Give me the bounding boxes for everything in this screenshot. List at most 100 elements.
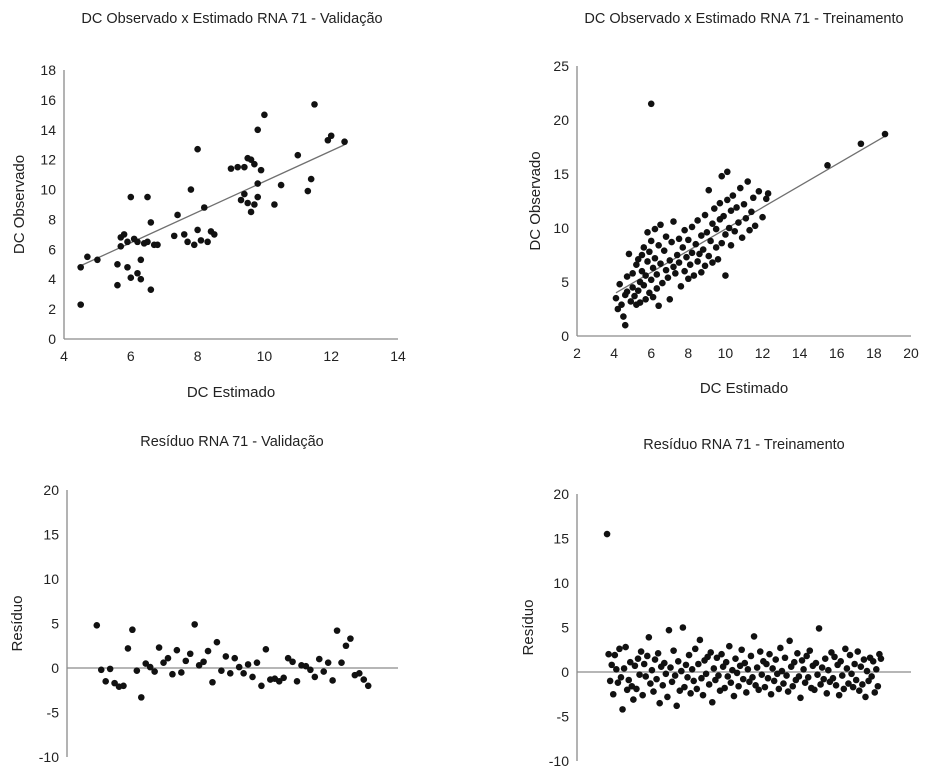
residual-point — [93, 621, 101, 629]
data-point — [712, 225, 720, 233]
data-point — [134, 269, 141, 277]
residual-point — [654, 650, 662, 657]
residual-point — [804, 674, 812, 681]
data-point — [709, 220, 716, 227]
data-point — [625, 250, 633, 258]
residual-point — [342, 642, 350, 650]
data-point — [257, 166, 265, 174]
data-point — [688, 223, 696, 231]
data-point — [247, 208, 255, 216]
residual-point — [780, 680, 787, 687]
residual-point — [778, 667, 786, 675]
residual-point — [842, 645, 849, 653]
data-point — [727, 241, 735, 249]
data-point — [620, 313, 627, 320]
x-tick-label: 18 — [866, 345, 882, 361]
data-point — [144, 193, 151, 201]
residual-point — [667, 664, 674, 671]
residual-point — [625, 676, 633, 684]
y-tick-label: 10 — [40, 182, 56, 198]
data-point — [621, 321, 629, 329]
y-tick-label: 5 — [561, 620, 569, 636]
data-point — [277, 181, 285, 189]
residual-point — [775, 685, 783, 693]
residual-point — [795, 673, 803, 680]
data-point — [722, 272, 729, 279]
residual-point — [739, 675, 747, 683]
residual-point — [191, 621, 198, 628]
data-point — [117, 243, 125, 250]
y-tick-label: 6 — [48, 241, 56, 257]
data-point — [612, 294, 620, 302]
data-point — [616, 280, 623, 288]
data-point — [647, 100, 655, 108]
residual-point — [647, 680, 654, 687]
residual-point — [857, 663, 865, 670]
y-axis-label: Resíduo — [520, 600, 537, 656]
y-tick-label: 20 — [553, 112, 569, 128]
residual-point — [693, 685, 701, 693]
residual-point — [311, 673, 319, 681]
data-point — [675, 235, 683, 243]
data-point — [703, 229, 711, 236]
data-point — [644, 229, 651, 236]
data-point — [244, 199, 251, 207]
data-point — [640, 281, 648, 289]
data-point — [724, 196, 731, 204]
residual-point — [872, 666, 880, 673]
residual-point — [661, 659, 668, 667]
data-point — [254, 193, 262, 201]
residual-point — [320, 668, 328, 675]
residual-point — [859, 681, 866, 688]
data-point — [733, 204, 740, 211]
residual-point — [690, 677, 698, 685]
data-point — [740, 200, 748, 208]
y-tick-label: 5 — [51, 616, 59, 632]
data-point — [716, 199, 724, 207]
y-tick-label: 10 — [43, 571, 59, 587]
residual-point — [124, 645, 132, 652]
data-point — [623, 273, 631, 280]
residual-point — [253, 659, 261, 666]
residual-point — [653, 675, 660, 683]
data-point — [77, 301, 84, 308]
residual-point — [869, 658, 877, 665]
residual-point — [643, 652, 651, 660]
residual-point — [695, 660, 702, 668]
residual-point — [665, 626, 673, 634]
residual-point — [142, 660, 150, 667]
residual-point — [630, 696, 637, 703]
residual-point — [761, 683, 769, 691]
residual-point — [360, 676, 368, 683]
residual-point — [204, 647, 212, 655]
residual-point — [708, 698, 716, 706]
data-point — [683, 253, 690, 261]
data-point — [187, 186, 195, 193]
data-point — [634, 287, 642, 294]
residual-point — [155, 644, 163, 651]
x-tick-label: 2 — [573, 345, 581, 361]
data-point — [749, 194, 757, 202]
data-point — [94, 256, 101, 264]
x-tick-label: 12 — [323, 348, 339, 364]
residual-point — [679, 624, 687, 631]
data-point — [651, 225, 659, 233]
residual-point — [849, 683, 857, 691]
data-point — [729, 192, 737, 199]
data-point — [759, 213, 766, 221]
data-point — [677, 283, 685, 290]
residual-point — [789, 682, 797, 690]
data-point — [655, 241, 662, 249]
data-point — [696, 250, 703, 258]
chart-title: DC Observado x Estimado RNA 71 - Validaç… — [81, 11, 382, 27]
x-tick-label: 20 — [903, 345, 919, 361]
residual-point — [213, 638, 221, 646]
data-point — [672, 270, 679, 277]
y-tick-label: 0 — [48, 331, 56, 347]
residual-point — [293, 678, 301, 685]
residual-point — [617, 674, 625, 681]
residual-point — [851, 660, 858, 668]
residual-point — [648, 666, 656, 674]
residual-point — [702, 670, 710, 678]
